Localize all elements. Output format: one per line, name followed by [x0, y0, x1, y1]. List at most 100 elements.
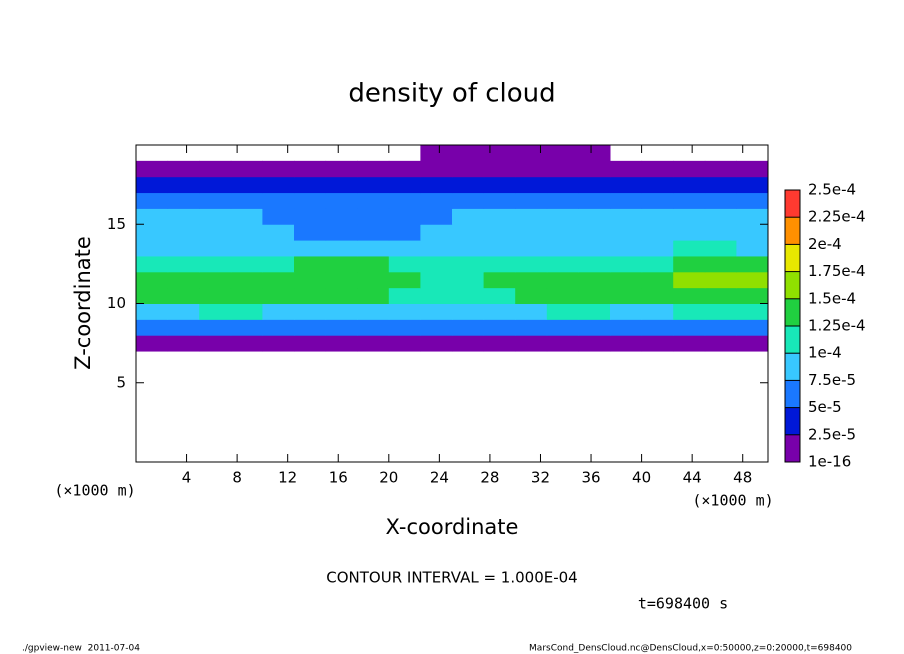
cell	[230, 208, 263, 225]
cell	[420, 224, 453, 241]
colorbar-label: 2.5e-5	[808, 425, 856, 443]
cell	[420, 240, 453, 257]
colorbar-label: 1.5e-4	[808, 289, 856, 307]
cell	[388, 176, 421, 194]
cell	[610, 224, 643, 241]
cell	[230, 224, 263, 241]
cell	[673, 224, 706, 241]
cell	[136, 335, 169, 352]
cell	[610, 319, 643, 336]
colorbar-swatch	[785, 407, 800, 435]
y-axis-label: Z-coordinate	[71, 236, 95, 370]
cell	[673, 335, 706, 352]
cell	[136, 176, 169, 194]
cell	[388, 287, 421, 304]
cell	[736, 208, 769, 225]
cell	[546, 335, 579, 352]
cell	[136, 319, 169, 336]
cell	[262, 303, 295, 320]
colorbar-swatch	[785, 353, 800, 381]
cell	[167, 160, 200, 178]
cell	[357, 255, 390, 273]
cell	[483, 240, 516, 257]
cell	[357, 287, 390, 304]
cell	[578, 319, 611, 336]
cell	[610, 303, 643, 320]
cell	[704, 303, 737, 320]
x-tick-label: 8	[232, 469, 242, 487]
cell	[736, 176, 769, 194]
cell	[641, 335, 674, 352]
cell	[294, 240, 327, 257]
cell	[294, 335, 327, 352]
colorbar-label: 1.75e-4	[808, 262, 866, 280]
x-tick-label: 16	[329, 469, 348, 487]
cell	[578, 176, 611, 194]
cell	[673, 271, 706, 289]
cell	[325, 255, 358, 273]
cell	[325, 208, 358, 225]
cell	[546, 224, 579, 241]
cell	[199, 192, 232, 209]
cell	[388, 192, 421, 209]
colorbar-swatch	[785, 380, 800, 408]
cell	[546, 240, 579, 257]
cell	[199, 240, 232, 257]
cell	[262, 240, 295, 257]
cell	[452, 271, 485, 289]
cell	[515, 303, 548, 320]
cell	[357, 176, 390, 194]
cell	[199, 176, 232, 194]
cell	[483, 224, 516, 241]
cell	[167, 176, 200, 194]
cell	[704, 287, 737, 304]
cell	[610, 335, 643, 352]
cell	[546, 145, 579, 162]
cell	[515, 255, 548, 273]
x-tick-label: 32	[531, 469, 550, 487]
cell	[262, 319, 295, 336]
cell	[420, 319, 453, 336]
cell	[483, 145, 516, 162]
cell	[578, 287, 611, 304]
cell	[546, 287, 579, 304]
colorbar-swatch	[785, 434, 800, 462]
cell	[673, 287, 706, 304]
cell	[704, 192, 737, 209]
colorbar-label: 1e-4	[808, 344, 842, 362]
cell	[452, 287, 485, 304]
cell	[546, 255, 579, 273]
cell	[736, 192, 769, 209]
cell	[230, 271, 263, 289]
cell	[388, 160, 421, 178]
cell	[294, 224, 327, 241]
cell	[262, 208, 295, 225]
cell	[388, 271, 421, 289]
cell	[515, 208, 548, 225]
cell	[452, 208, 485, 225]
cell	[262, 176, 295, 194]
cell	[357, 303, 390, 320]
cell	[641, 192, 674, 209]
cell	[167, 319, 200, 336]
cell	[610, 287, 643, 304]
cell	[388, 319, 421, 336]
cell	[262, 224, 295, 241]
cell	[704, 208, 737, 225]
cell	[230, 335, 263, 352]
y-tick-label: 10	[107, 294, 126, 312]
cell	[641, 287, 674, 304]
colorbar-label: 2.25e-4	[808, 208, 866, 226]
cell	[673, 160, 706, 178]
cell	[420, 145, 453, 162]
cell	[578, 240, 611, 257]
cell	[704, 319, 737, 336]
cell	[357, 319, 390, 336]
cell	[262, 287, 295, 304]
cell	[483, 303, 516, 320]
cell	[515, 319, 548, 336]
colorbar-label: 5e-5	[808, 398, 842, 416]
cell	[136, 192, 169, 209]
cell	[167, 240, 200, 257]
cell	[199, 224, 232, 241]
